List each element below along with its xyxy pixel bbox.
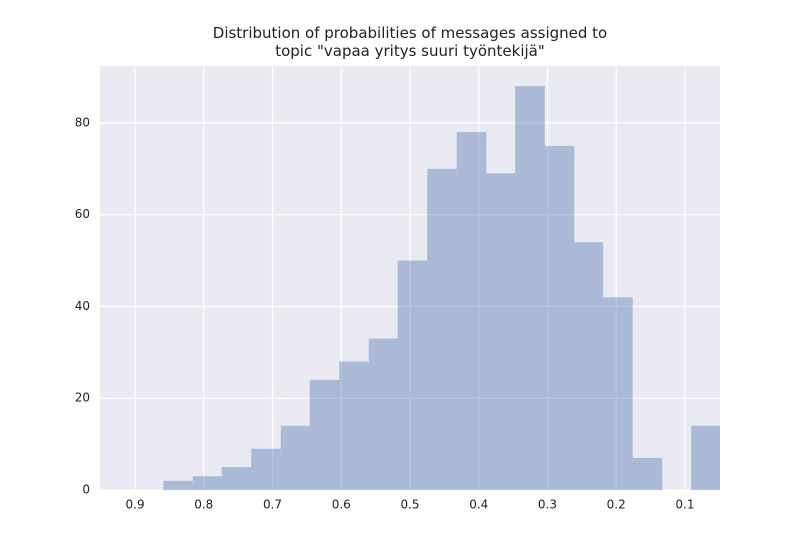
bar [339, 361, 369, 490]
labels: 0 20 40 60 80 0.9 0.8 0.7 0.6 0.5 0.4 0.3 0.2 0.1 [75, 115, 695, 511]
bar [544, 145, 575, 490]
chart-title: Distribution of probabilities of message… [212, 24, 608, 60]
y-tick-label: 40 [75, 299, 90, 313]
x-tick-label: 0.4 [469, 498, 488, 512]
x-tick-label: 0.5 [400, 498, 419, 512]
x-tick-label: 0.9 [126, 498, 145, 512]
y-tick-label: 20 [75, 391, 90, 405]
bar [221, 467, 252, 490]
x-tick-label: 0.2 [607, 498, 626, 512]
bar [574, 242, 604, 490]
bar [691, 425, 720, 490]
bar [163, 480, 193, 490]
bar [251, 448, 281, 490]
y-tick-label: 80 [75, 115, 90, 129]
bar [515, 86, 545, 490]
bar [397, 260, 428, 490]
bar [192, 476, 222, 490]
x-tick-label: 0.8 [194, 498, 213, 512]
bar [456, 132, 487, 490]
x-tick-label: 0.7 [263, 498, 282, 512]
bar [632, 457, 663, 490]
bar [368, 338, 398, 490]
bars [163, 86, 720, 490]
x-tick-label: 0.3 [538, 498, 557, 512]
bar [427, 168, 457, 490]
bar [280, 425, 310, 490]
bar [309, 379, 340, 490]
bar [486, 173, 516, 490]
bar [603, 297, 633, 490]
y-tick-label: 0 [82, 483, 90, 497]
y-tick-label: 60 [75, 207, 90, 221]
x-tick-label: 0.6 [332, 498, 351, 512]
grid [100, 66, 720, 491]
x-tick-label: 0.1 [675, 498, 694, 512]
